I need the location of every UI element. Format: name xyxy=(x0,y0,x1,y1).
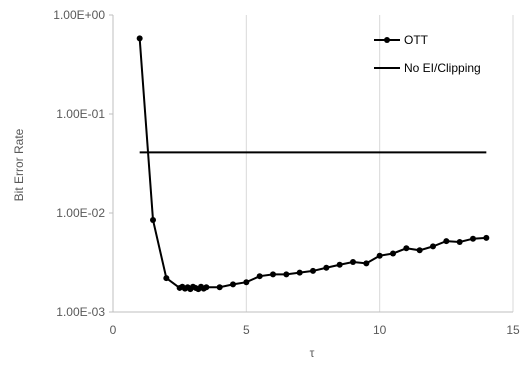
data-point xyxy=(443,238,450,245)
data-point xyxy=(310,267,316,274)
data-point xyxy=(243,279,250,286)
data-point xyxy=(323,264,330,271)
legend-label-1: No EI/Clipping xyxy=(404,61,481,75)
data-point xyxy=(363,260,370,267)
grid xyxy=(245,15,514,312)
legend-label-0: OTT xyxy=(404,33,429,47)
legend-marker-0 xyxy=(384,37,390,43)
x-tick-label: 10 xyxy=(373,323,387,337)
data-point xyxy=(136,35,143,42)
x-tick-label: 0 xyxy=(110,323,117,337)
x-tick-labels: 0 5 10 15 xyxy=(110,323,520,337)
data-point xyxy=(430,243,436,250)
y-tick-label: 1.00E+00 xyxy=(53,8,105,22)
y-tick-label: 1.00E-01 xyxy=(56,107,105,121)
series xyxy=(136,35,490,293)
axes xyxy=(109,14,513,313)
data-point xyxy=(336,261,343,268)
data-point xyxy=(216,284,223,291)
data-point xyxy=(390,250,396,257)
y-tick-label: 1.00E-02 xyxy=(56,206,105,220)
data-point xyxy=(296,269,303,276)
data-point xyxy=(270,271,276,278)
data-point xyxy=(163,275,170,282)
legend: OTT No EI/Clipping xyxy=(374,33,481,75)
data-point xyxy=(456,238,463,245)
data-point xyxy=(283,271,290,278)
data-point xyxy=(470,235,476,242)
data-point xyxy=(203,284,210,291)
data-point xyxy=(403,245,410,252)
data-point xyxy=(483,234,490,241)
x-tick-label: 5 xyxy=(243,323,250,337)
data-point xyxy=(416,247,423,254)
data-point xyxy=(376,252,383,259)
data-point xyxy=(350,258,356,265)
data-point xyxy=(256,273,263,280)
y-tick-labels: 1.00E-03 1.00E-02 1.00E-01 1.00E+00 xyxy=(53,8,105,319)
data-point xyxy=(150,216,156,223)
data-point xyxy=(230,281,236,288)
y-axis-title: Bit Error Rate xyxy=(12,128,26,201)
x-tick-label: 15 xyxy=(506,323,520,337)
y-tick-label: 1.00E-03 xyxy=(56,305,105,319)
x-axis-title: τ xyxy=(310,346,315,360)
